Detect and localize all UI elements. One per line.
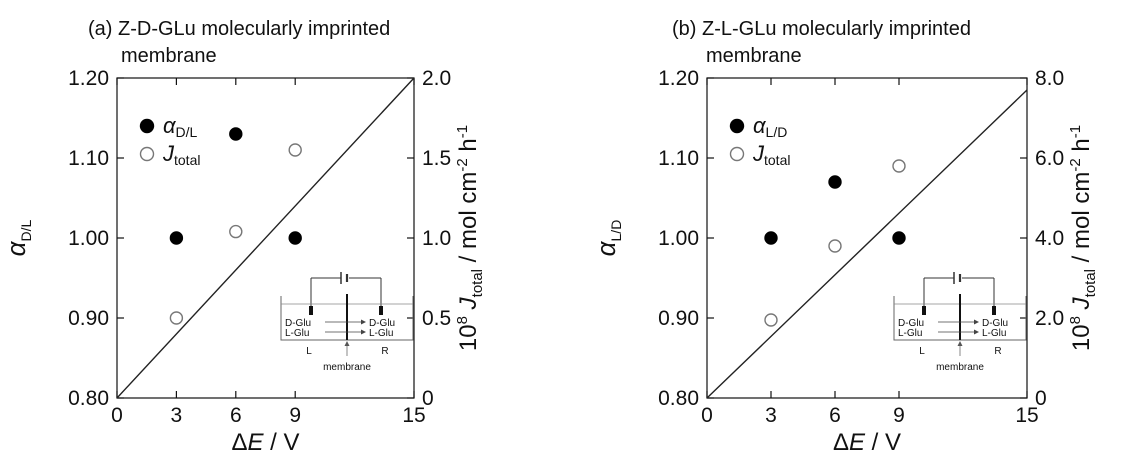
left-y-tick-label: 0.90: [658, 307, 699, 330]
x-tick-label: 0: [701, 404, 713, 427]
left-y-axis-label: αD/L: [1, 219, 34, 256]
membrane-pointer-head: [957, 341, 963, 346]
electrode-left: [309, 306, 313, 315]
inset-label-left: L: [306, 346, 312, 357]
inset-label-left: L: [919, 346, 925, 357]
right-y-tick-label: 8.0: [1035, 67, 1064, 90]
left-y-tick-label: 1.00: [658, 227, 699, 250]
right-y-tick-label: 2.0: [422, 67, 451, 90]
right-y-tick-label: 6.0: [1035, 147, 1064, 170]
right-y-tick-label: 0: [1035, 387, 1047, 410]
legend-label: Jtotal: [162, 141, 200, 168]
left-y-axis-label: αL/D: [591, 220, 624, 257]
left-y-tick-label: 0.80: [658, 387, 699, 410]
left-y-tick-label: 0.80: [68, 387, 109, 410]
x-axis-label: ΔE / V: [833, 429, 901, 456]
fit-line: [706, 89, 1028, 399]
legend-label: αL/D: [753, 113, 787, 140]
x-tick-label: 0: [111, 404, 123, 427]
arrow-head: [974, 319, 979, 325]
right-y-axis-label: 108 Jtotal / mol cm-2 h-1: [454, 125, 486, 351]
right-y-tick-label: 4.0: [1035, 227, 1064, 250]
fit-line: [116, 77, 415, 399]
chart-panel-a: (a) Z-D-GLu molecularly imprinted membran…: [1, 18, 486, 456]
chart-title-line-1: (b) Z-L-GLu molecularly imprinted: [672, 18, 971, 40]
flux-point: [288, 143, 302, 157]
legend-marker: [729, 118, 745, 134]
inset-label-l-glu-left: L-Glu: [898, 328, 922, 339]
chart-panel-b: (b) Z-L-GLu molecularly imprinted membran…: [591, 18, 1099, 456]
alpha-point: [892, 231, 906, 245]
electrode-right: [379, 306, 383, 315]
inset-label-l-glu-left: L-Glu: [285, 328, 309, 339]
x-tick-label: 6: [230, 404, 242, 427]
left-y-tick-label: 0.90: [68, 307, 109, 330]
inset-label-right: R: [994, 346, 1001, 357]
flux-point: [229, 224, 243, 239]
electrode-left: [922, 306, 926, 315]
inset-label-l-glu-right: L-Glu: [369, 328, 393, 339]
inset-label-d-glu-right: D-Glu: [982, 318, 1008, 329]
membrane-pointer-head: [344, 341, 350, 346]
inset-label-d-glu-right: D-Glu: [369, 318, 395, 329]
right-y-tick-label: 2.0: [1035, 307, 1064, 330]
inset-label-d-glu-left: D-Glu: [285, 318, 311, 329]
left-y-tick-label: 1.20: [68, 67, 109, 90]
x-tick-label: 3: [171, 404, 183, 427]
legend-marker: [139, 146, 155, 162]
alpha-point: [764, 231, 778, 245]
left-y-tick-label: 1.00: [68, 227, 109, 250]
x-tick-label: 6: [829, 404, 841, 427]
right-y-tick-label: 1.0: [422, 227, 451, 250]
x-tick-label: 15: [402, 404, 425, 427]
chart-title-line-2: membrane: [121, 45, 217, 67]
arrow-head: [361, 329, 366, 335]
flux-point: [892, 159, 906, 173]
alpha-point: [169, 231, 184, 245]
inset-label-l-glu-right: L-Glu: [982, 328, 1006, 339]
left-y-tick-label: 1.10: [68, 147, 109, 170]
alpha-point: [828, 175, 842, 189]
electrode-right: [992, 306, 996, 315]
left-y-tick-label: 1.10: [658, 147, 699, 170]
chart-title-line-2: membrane: [706, 45, 802, 67]
flux-point: [828, 239, 842, 253]
arrow-head: [974, 329, 979, 335]
legend-marker: [729, 146, 745, 162]
x-axis-label: ΔE / V: [231, 429, 299, 456]
x-tick-label: 3: [765, 404, 777, 427]
right-y-axis-label: 108 Jtotal / mol cm-2 h-1: [1067, 125, 1099, 351]
legend-label: αD/L: [163, 113, 198, 140]
alpha-point: [229, 127, 243, 141]
right-y-tick-label: 0.5: [422, 307, 451, 330]
legend-label: Jtotal: [752, 141, 790, 168]
inset-label-membrane: membrane: [323, 362, 371, 373]
inset-label-d-glu-left: D-Glu: [898, 318, 924, 329]
inset-label-membrane: membrane: [936, 362, 984, 373]
inset-label-right: R: [381, 346, 388, 357]
alpha-point: [288, 231, 302, 245]
x-tick-label: 15: [1015, 404, 1038, 427]
flux-point: [169, 311, 184, 325]
right-y-tick-label: 0: [422, 387, 434, 410]
left-y-tick-label: 1.20: [658, 67, 699, 90]
legend-marker: [139, 118, 155, 134]
x-tick-label: 9: [893, 404, 905, 427]
chart-title-line-1: (a) Z-D-GLu molecularly imprinted: [88, 18, 390, 40]
right-y-tick-label: 1.5: [422, 147, 451, 170]
x-tick-label: 9: [289, 404, 301, 427]
flux-point: [764, 313, 778, 327]
arrow-head: [361, 319, 366, 325]
